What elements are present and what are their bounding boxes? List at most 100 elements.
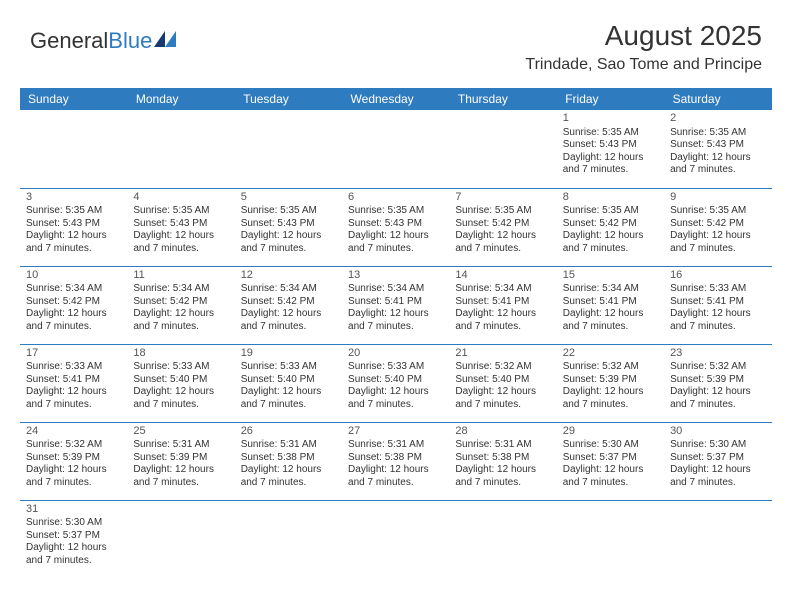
daylight-line-1: Daylight: 12 hours: [348, 464, 443, 477]
sunrise-line: Sunrise: 5:31 AM: [348, 439, 443, 452]
calendar-cell: 24Sunrise: 5:32 AMSunset: 5:39 PMDayligh…: [20, 422, 127, 500]
daylight-line-2: and 7 minutes.: [563, 164, 658, 177]
sunrise-line: Sunrise: 5:35 AM: [670, 205, 765, 218]
sunset-line: Sunset: 5:43 PM: [348, 218, 443, 231]
daylight-line-1: Daylight: 12 hours: [133, 386, 228, 399]
sunrise-line: Sunrise: 5:35 AM: [563, 205, 658, 218]
calendar-cell: 16Sunrise: 5:33 AMSunset: 5:41 PMDayligh…: [664, 266, 771, 344]
calendar-cell: [235, 110, 342, 188]
sunset-line: Sunset: 5:42 PM: [133, 296, 228, 309]
daylight-line-1: Daylight: 12 hours: [133, 464, 228, 477]
sunrise-line: Sunrise: 5:32 AM: [563, 361, 658, 374]
daylight-line-2: and 7 minutes.: [455, 477, 550, 490]
sunrise-line: Sunrise: 5:35 AM: [241, 205, 336, 218]
day-number: 24: [26, 425, 121, 439]
sunrise-line: Sunrise: 5:35 AM: [455, 205, 550, 218]
day-header: Sunday: [20, 88, 127, 110]
sunrise-line: Sunrise: 5:32 AM: [26, 439, 121, 452]
logo-text-2: Blue: [108, 28, 152, 54]
sunrise-line: Sunrise: 5:34 AM: [455, 283, 550, 296]
daylight-line-2: and 7 minutes.: [133, 243, 228, 256]
daylight-line-2: and 7 minutes.: [133, 399, 228, 412]
calendar-row: 31Sunrise: 5:30 AMSunset: 5:37 PMDayligh…: [20, 500, 772, 578]
calendar-cell: [20, 110, 127, 188]
day-number: 12: [241, 269, 336, 283]
calendar-cell: 4Sunrise: 5:35 AMSunset: 5:43 PMDaylight…: [127, 188, 234, 266]
sunset-line: Sunset: 5:41 PM: [563, 296, 658, 309]
sunset-line: Sunset: 5:42 PM: [670, 218, 765, 231]
calendar-cell: 2Sunrise: 5:35 AMSunset: 5:43 PMDaylight…: [664, 110, 771, 188]
day-number: 17: [26, 347, 121, 361]
calendar-body: 1Sunrise: 5:35 AMSunset: 5:43 PMDaylight…: [20, 110, 772, 578]
calendar-cell: [342, 500, 449, 578]
day-number: 19: [241, 347, 336, 361]
sunset-line: Sunset: 5:40 PM: [133, 374, 228, 387]
sunrise-line: Sunrise: 5:35 AM: [133, 205, 228, 218]
calendar-cell: 3Sunrise: 5:35 AMSunset: 5:43 PMDaylight…: [20, 188, 127, 266]
sunset-line: Sunset: 5:42 PM: [241, 296, 336, 309]
day-number: 11: [133, 269, 228, 283]
day-number: 28: [455, 425, 550, 439]
daylight-line-2: and 7 minutes.: [26, 399, 121, 412]
daylight-line-1: Daylight: 12 hours: [133, 308, 228, 321]
sunset-line: Sunset: 5:43 PM: [563, 139, 658, 152]
day-number: 13: [348, 269, 443, 283]
day-number: 7: [455, 191, 550, 205]
daylight-line-2: and 7 minutes.: [670, 321, 765, 334]
sunrise-line: Sunrise: 5:31 AM: [455, 439, 550, 452]
sunrise-line: Sunrise: 5:30 AM: [563, 439, 658, 452]
day-number: 29: [563, 425, 658, 439]
sunrise-line: Sunrise: 5:34 AM: [241, 283, 336, 296]
daylight-line-1: Daylight: 12 hours: [133, 230, 228, 243]
calendar-cell: 29Sunrise: 5:30 AMSunset: 5:37 PMDayligh…: [557, 422, 664, 500]
sunset-line: Sunset: 5:41 PM: [670, 296, 765, 309]
sunset-line: Sunset: 5:38 PM: [241, 452, 336, 465]
calendar-cell: [127, 500, 234, 578]
calendar-cell: 23Sunrise: 5:32 AMSunset: 5:39 PMDayligh…: [664, 344, 771, 422]
sunset-line: Sunset: 5:42 PM: [563, 218, 658, 231]
day-number: 4: [133, 191, 228, 205]
sunset-line: Sunset: 5:43 PM: [670, 139, 765, 152]
calendar-cell: 31Sunrise: 5:30 AMSunset: 5:37 PMDayligh…: [20, 500, 127, 578]
calendar-cell: 1Sunrise: 5:35 AMSunset: 5:43 PMDaylight…: [557, 110, 664, 188]
day-number: 16: [670, 269, 765, 283]
daylight-line-2: and 7 minutes.: [563, 321, 658, 334]
daylight-line-1: Daylight: 12 hours: [455, 386, 550, 399]
daylight-line-1: Daylight: 12 hours: [241, 464, 336, 477]
daylight-line-2: and 7 minutes.: [563, 399, 658, 412]
logo: GeneralBlue: [30, 28, 176, 54]
daylight-line-2: and 7 minutes.: [455, 399, 550, 412]
title-block: August 2025 Trindade, Sao Tome and Princ…: [525, 20, 762, 74]
daylight-line-2: and 7 minutes.: [241, 399, 336, 412]
daylight-line-1: Daylight: 12 hours: [241, 386, 336, 399]
sunset-line: Sunset: 5:40 PM: [348, 374, 443, 387]
daylight-line-1: Daylight: 12 hours: [348, 230, 443, 243]
day-header-row: Sunday Monday Tuesday Wednesday Thursday…: [20, 88, 772, 110]
day-header: Wednesday: [342, 88, 449, 110]
calendar-cell: 12Sunrise: 5:34 AMSunset: 5:42 PMDayligh…: [235, 266, 342, 344]
daylight-line-2: and 7 minutes.: [670, 164, 765, 177]
flag-icon: [154, 27, 176, 43]
sunrise-line: Sunrise: 5:32 AM: [670, 361, 765, 374]
calendar-cell: 6Sunrise: 5:35 AMSunset: 5:43 PMDaylight…: [342, 188, 449, 266]
daylight-line-1: Daylight: 12 hours: [26, 542, 121, 555]
daylight-line-1: Daylight: 12 hours: [241, 308, 336, 321]
calendar-row: 3Sunrise: 5:35 AMSunset: 5:43 PMDaylight…: [20, 188, 772, 266]
daylight-line-1: Daylight: 12 hours: [563, 386, 658, 399]
day-number: 1: [563, 112, 658, 126]
calendar-cell: 13Sunrise: 5:34 AMSunset: 5:41 PMDayligh…: [342, 266, 449, 344]
sunset-line: Sunset: 5:42 PM: [455, 218, 550, 231]
calendar-cell: [557, 500, 664, 578]
daylight-line-1: Daylight: 12 hours: [455, 464, 550, 477]
calendar-cell: [342, 110, 449, 188]
sunrise-line: Sunrise: 5:31 AM: [241, 439, 336, 452]
daylight-line-2: and 7 minutes.: [455, 243, 550, 256]
day-number: 22: [563, 347, 658, 361]
day-number: 20: [348, 347, 443, 361]
sunset-line: Sunset: 5:40 PM: [455, 374, 550, 387]
sunrise-line: Sunrise: 5:34 AM: [348, 283, 443, 296]
day-header: Friday: [557, 88, 664, 110]
daylight-line-1: Daylight: 12 hours: [348, 308, 443, 321]
daylight-line-1: Daylight: 12 hours: [26, 230, 121, 243]
daylight-line-1: Daylight: 12 hours: [670, 386, 765, 399]
